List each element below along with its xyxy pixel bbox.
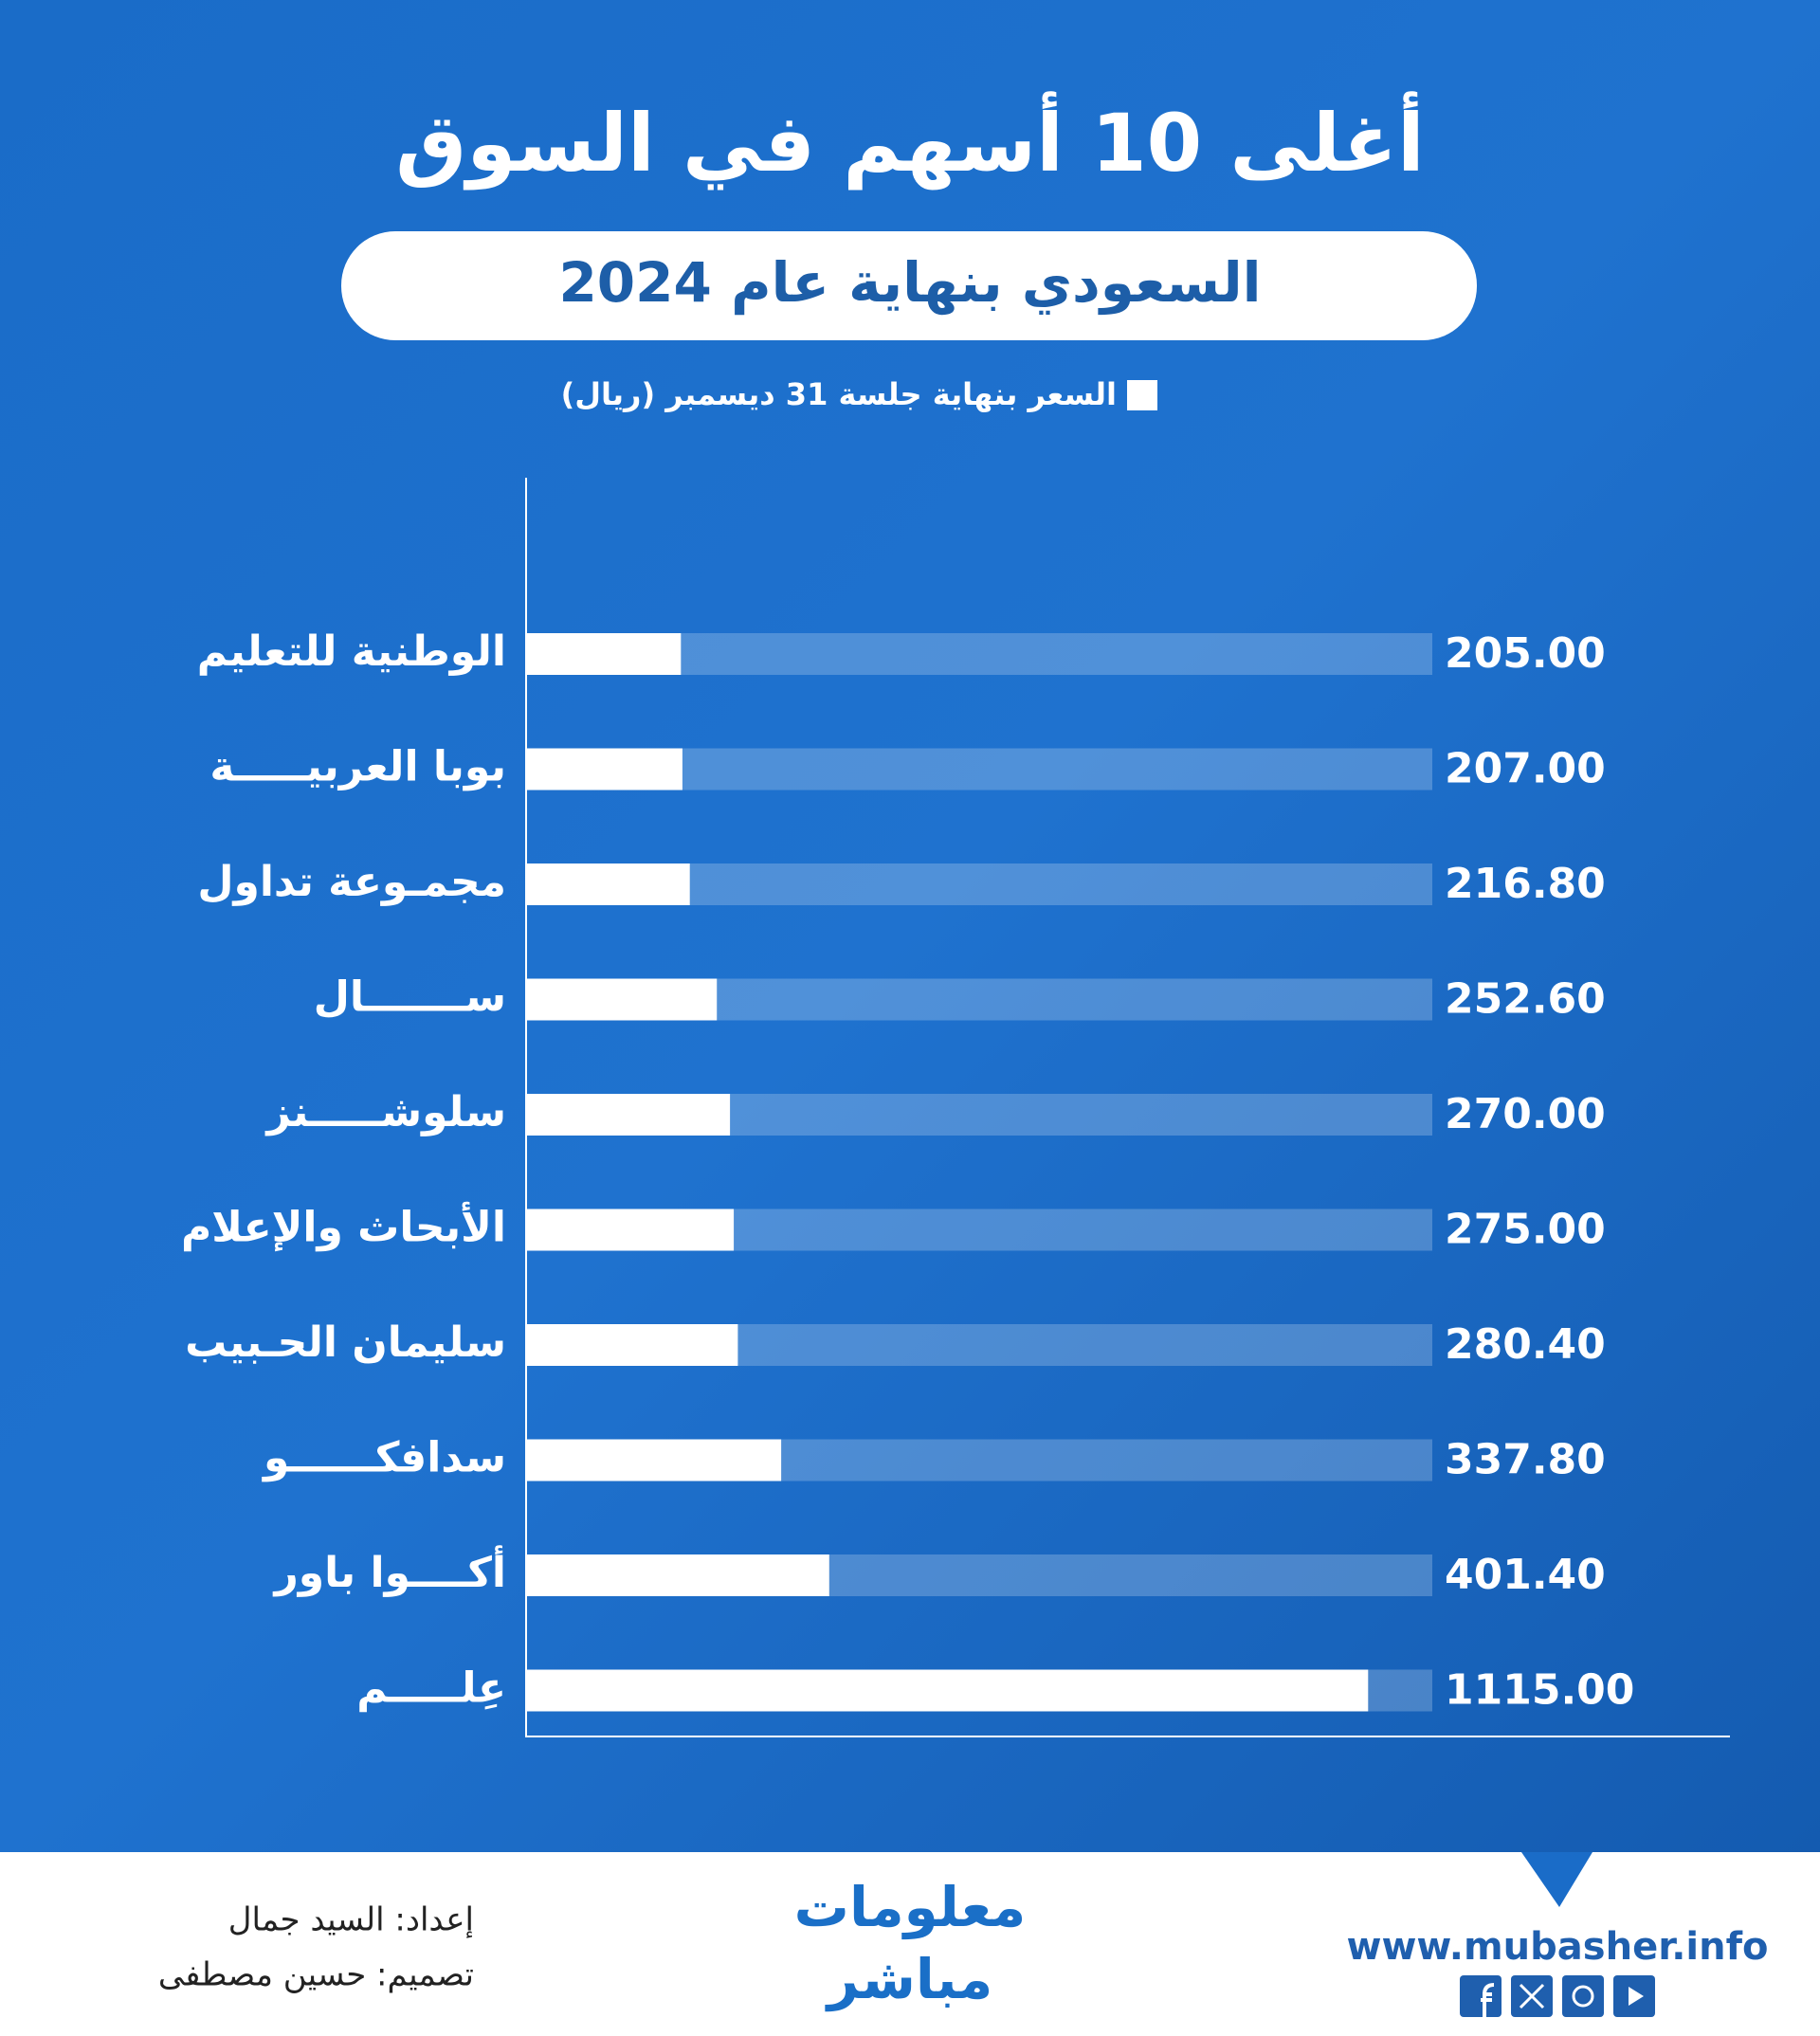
value-label: 252.60	[1445, 975, 1606, 1024]
category-label: ســـــــال	[314, 973, 506, 1022]
logo-bottom: مباشر	[825, 1947, 992, 2012]
value-label: 337.80	[1445, 1436, 1606, 1484]
logo-top: معلومات	[794, 1875, 1027, 1940]
facebook-glyph	[1481, 1983, 1495, 2017]
legend-swatch	[1127, 380, 1157, 410]
x-glyph	[1519, 1983, 1545, 2009]
value-label: 207.00	[1445, 745, 1606, 793]
bar	[526, 1554, 829, 1596]
bar	[526, 633, 682, 675]
value-label: 401.40	[1445, 1551, 1606, 1599]
bar	[526, 1209, 735, 1251]
value-label: 280.40	[1445, 1320, 1606, 1369]
bar	[526, 1094, 731, 1136]
chart-title: أغلى 10 أسهم في السوق	[395, 91, 1425, 191]
bar	[526, 863, 690, 905]
category-label: الوطنية للتعليم	[197, 627, 506, 676]
facebook-icon[interactable]	[1460, 1975, 1502, 2017]
designed-by: تصميم: حسين مصطفى	[158, 1956, 474, 1994]
category-label: سليمان الحـبيب	[185, 1318, 506, 1367]
bar	[526, 1669, 1369, 1712]
category-label: سدافكــــــو	[262, 1434, 506, 1482]
chart-subtitle: السعودي بنهاية عام 2024	[558, 250, 1261, 316]
bar	[526, 1439, 782, 1482]
category-label: أكــــوا باور	[272, 1545, 506, 1597]
social-icons	[1460, 1975, 1655, 2017]
bar	[526, 1324, 738, 1366]
prepared-by: إعداد: السيد جمال	[228, 1901, 474, 1939]
category-label: مجمـوعة تداول	[197, 858, 506, 906]
instagram-glyph	[1572, 1985, 1594, 2008]
value-label: 205.00	[1445, 629, 1606, 678]
value-label: 1115.00	[1445, 1666, 1634, 1715]
bar	[526, 978, 718, 1021]
website: www.mubasher.info	[1347, 1925, 1769, 1969]
instagram-icon[interactable]	[1562, 1975, 1604, 2017]
category-label: سلوشـــــنز	[264, 1088, 506, 1136]
category-label: عِلـــــم	[356, 1664, 506, 1713]
value-label: 216.80	[1445, 860, 1606, 908]
youtube-glyph	[1629, 1987, 1644, 2006]
legend-label: السعر بنهاية جلسة 31 ديسمبر (ريال)	[561, 376, 1117, 412]
value-label: 270.00	[1445, 1090, 1606, 1138]
category-label: بوبا العربيـــــة	[209, 743, 506, 791]
category-label: الأبحاث والإعلام	[181, 1202, 506, 1252]
footer-notch	[1521, 1852, 1592, 1907]
value-label: 275.00	[1445, 1206, 1606, 1254]
subtitle-pill	[341, 231, 1477, 340]
bar	[526, 748, 682, 791]
